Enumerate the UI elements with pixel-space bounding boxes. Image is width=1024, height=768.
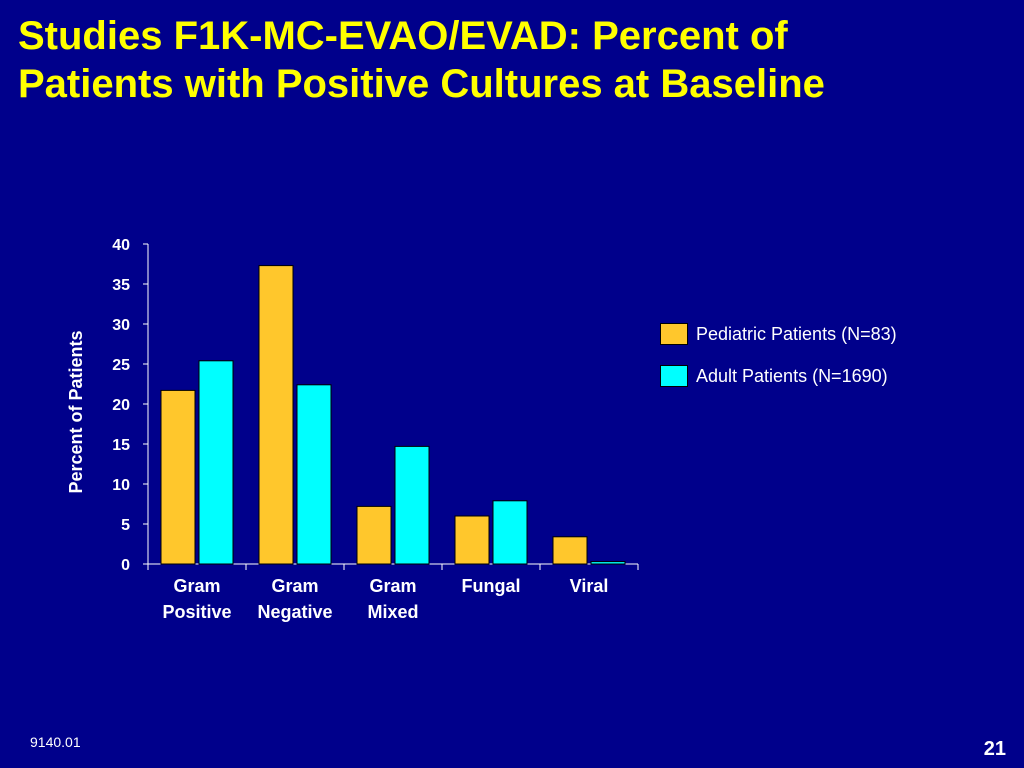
x-category-label: Negative (257, 602, 332, 622)
x-category-label: Gram (369, 576, 416, 596)
x-category-label: Positive (162, 602, 231, 622)
y-tick-label: 10 (112, 477, 130, 494)
chart-legend: Pediatric Patients (N=83) Adult Patients… (660, 320, 897, 404)
y-tick-label: 20 (112, 397, 130, 414)
bar-pediatric-3 (454, 515, 490, 565)
legend-swatch-pediatric (660, 323, 688, 345)
y-tick-label: 25 (112, 357, 130, 374)
bar-adult-1 (296, 384, 332, 565)
page-number: 21 (983, 738, 1006, 760)
bar-adult-2 (394, 445, 430, 565)
bar-pediatric-0 (160, 389, 196, 565)
y-tick-label: 5 (121, 517, 130, 534)
y-tick-label: 35 (112, 277, 130, 294)
x-category-label: Fungal (462, 576, 521, 596)
y-tick-label: 0 (121, 557, 130, 574)
x-category-label: Gram (271, 576, 318, 596)
bar-adult-3 (492, 500, 528, 565)
x-category-label: Gram (173, 576, 220, 596)
slide-title: Studies F1K-MC-EVAO/EVAD: Percent of Pat… (18, 12, 1008, 108)
x-category-label: Mixed (367, 602, 418, 622)
legend-label-adult: Adult Patients (N=1690) (696, 365, 888, 386)
bar-adult-0 (198, 360, 234, 565)
bar-pediatric-1 (258, 265, 294, 565)
y-tick-label: 15 (112, 437, 130, 454)
y-tick-label: 40 (112, 237, 130, 254)
legend-item-adult: Adult Patients (N=1690) (660, 362, 897, 390)
x-category-label: Viral (570, 576, 609, 596)
bar-pediatric-2 (356, 505, 392, 565)
legend-label-pediatric: Pediatric Patients (N=83) (696, 323, 897, 344)
legend-item-pediatric: Pediatric Patients (N=83) (660, 320, 897, 348)
slide-title-line-2: Patients with Positive Cultures at Basel… (18, 62, 825, 106)
bar-adult-4 (590, 561, 626, 565)
y-axis-title: Percent of Patients (66, 330, 86, 493)
slide-title-line-1: Studies F1K-MC-EVAO/EVAD: Percent of (18, 14, 788, 58)
footer-code: 9140.01 (30, 734, 81, 750)
y-tick-label: 30 (112, 317, 130, 334)
bar-pediatric-4 (552, 536, 588, 565)
legend-swatch-adult (660, 365, 688, 387)
